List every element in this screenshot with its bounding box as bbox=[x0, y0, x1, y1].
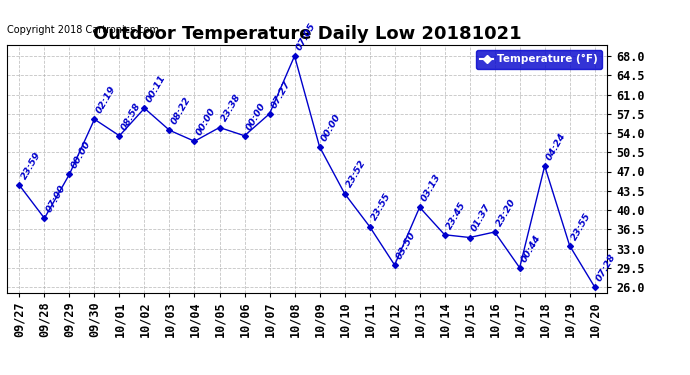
Text: Copyright 2018 Cartronics.com: Copyright 2018 Cartronics.com bbox=[7, 25, 159, 35]
Text: 00:44: 00:44 bbox=[520, 233, 542, 264]
Text: 00:00: 00:00 bbox=[244, 101, 268, 132]
Text: 00:00: 00:00 bbox=[70, 140, 92, 170]
Text: 23:38: 23:38 bbox=[219, 93, 242, 123]
Text: 00:00: 00:00 bbox=[195, 106, 217, 137]
Title: Outdoor Temperature Daily Low 20181021: Outdoor Temperature Daily Low 20181021 bbox=[92, 26, 522, 44]
Text: 00:11: 00:11 bbox=[144, 74, 168, 104]
Text: 23:20: 23:20 bbox=[495, 197, 518, 228]
Text: 00:00: 00:00 bbox=[319, 112, 342, 142]
Legend: Temperature (°F): Temperature (°F) bbox=[476, 50, 602, 69]
Text: 01:37: 01:37 bbox=[470, 202, 493, 233]
Text: 23:45: 23:45 bbox=[444, 200, 468, 231]
Text: 03:50: 03:50 bbox=[395, 230, 417, 261]
Text: 03:13: 03:13 bbox=[420, 172, 442, 203]
Text: 02:19: 02:19 bbox=[95, 84, 117, 115]
Text: 07:00: 07:00 bbox=[44, 183, 68, 214]
Text: 23:52: 23:52 bbox=[344, 159, 368, 189]
Text: 23:55: 23:55 bbox=[370, 192, 393, 222]
Text: 08:58: 08:58 bbox=[119, 101, 142, 132]
Text: 07:28: 07:28 bbox=[595, 252, 618, 283]
Text: 23:59: 23:59 bbox=[19, 150, 42, 181]
Text: 04:24: 04:24 bbox=[544, 131, 568, 162]
Text: 07:27: 07:27 bbox=[270, 79, 293, 110]
Text: 23:55: 23:55 bbox=[570, 211, 593, 242]
Text: 08:22: 08:22 bbox=[170, 95, 193, 126]
Text: 07:05: 07:05 bbox=[295, 21, 317, 52]
